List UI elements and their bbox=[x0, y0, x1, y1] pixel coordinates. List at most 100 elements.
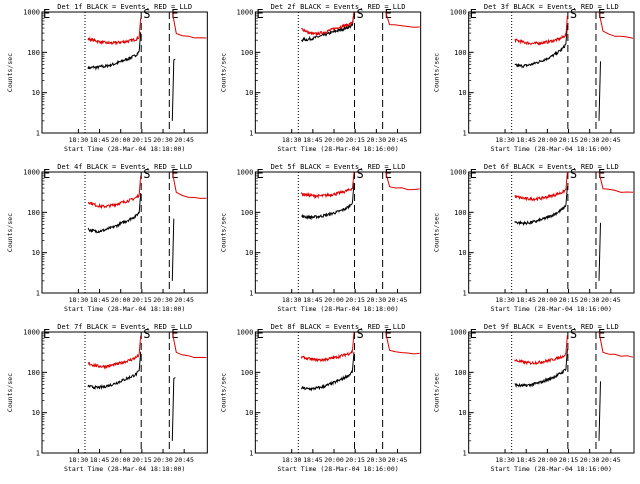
y-tick-label: 1 bbox=[249, 130, 253, 138]
marker-S-label: S bbox=[357, 327, 364, 341]
x-tick-label: 20:30 bbox=[153, 456, 173, 464]
lld-post-series-line bbox=[171, 11, 207, 39]
plot-frame bbox=[468, 11, 635, 134]
y-tick-label: 1 bbox=[249, 290, 253, 298]
det-panel-1: Det 1f BLACK = Events, RED = LLD 1 10 100 10… bbox=[6, 3, 208, 153]
y-tick-label: 10 bbox=[458, 409, 466, 417]
x-tick-label: 20:45 bbox=[601, 136, 621, 144]
marker-S-label: S bbox=[570, 167, 577, 181]
x-axis-label: Start Time (28-Mar-04 18:18:00) bbox=[64, 305, 185, 313]
plot-frame bbox=[254, 331, 422, 454]
x-axis-label: Start Time (28-Mar-04 18:18:00) bbox=[277, 305, 398, 313]
y-tick-label: 1000 bbox=[450, 329, 467, 337]
x-tick-label: 20:45 bbox=[174, 456, 194, 464]
marker-E-label: E bbox=[171, 7, 178, 21]
y-tick-label: 1000 bbox=[236, 329, 253, 337]
y-tick-label: 100 bbox=[454, 49, 467, 57]
x-tick-label: 18:45 bbox=[516, 136, 536, 144]
lld-post-series-line bbox=[171, 171, 207, 199]
lld-post-series-line bbox=[385, 331, 420, 355]
plot-title: Det 1f BLACK = Events, RED = LLD bbox=[57, 3, 192, 11]
x-tick-label: 20:15 bbox=[132, 136, 152, 144]
x-tick-label: 20:45 bbox=[601, 456, 621, 464]
lld-post-series-line bbox=[598, 171, 634, 193]
marker-E-label: E bbox=[598, 7, 605, 21]
x-axis-label: Start Time (28-Mar-04 18:16:00) bbox=[277, 465, 398, 473]
lld-series-line bbox=[514, 15, 568, 46]
y-tick-label: 1000 bbox=[450, 169, 467, 177]
y-axis-label: Counts/sec bbox=[433, 53, 441, 92]
y-tick-label: 1000 bbox=[236, 9, 253, 17]
y-tick-label: 1 bbox=[36, 130, 40, 138]
plot-frame bbox=[41, 171, 208, 294]
y-tick-label: 100 bbox=[27, 369, 40, 377]
lld-series-line bbox=[300, 332, 355, 363]
x-tick-label: 20:45 bbox=[388, 136, 408, 144]
plot-title: Det 8f BLACK = Events, RED = LLD bbox=[271, 323, 406, 331]
marker-E-label: E bbox=[598, 327, 605, 341]
y-tick-label: 100 bbox=[241, 209, 254, 217]
x-tick-label: 20:15 bbox=[132, 456, 152, 464]
y-tick-label: 10 bbox=[245, 409, 253, 417]
lld-series-line bbox=[87, 175, 142, 210]
det-panel-7: Det 7f BLACK = Events, RED = LLD 1 10 100 10… bbox=[6, 323, 208, 473]
x-tick-label: 18:45 bbox=[90, 296, 110, 304]
x-tick-label: 20:45 bbox=[388, 456, 408, 464]
y-tick-label: 1 bbox=[36, 450, 40, 458]
events-series-line bbox=[514, 349, 568, 389]
events-post-series-line bbox=[171, 218, 175, 281]
events-post-series-line bbox=[598, 381, 601, 441]
x-tick-label: 18:45 bbox=[303, 136, 323, 144]
y-axis-label: Counts/sec bbox=[6, 213, 14, 252]
lld-post-series-line bbox=[598, 331, 634, 358]
y-tick-label: 1000 bbox=[23, 9, 40, 17]
marker-E-label: E bbox=[385, 7, 392, 21]
y-tick-label: 10 bbox=[32, 89, 40, 97]
events-series-line bbox=[87, 351, 142, 390]
x-axis-label: Start Time (28-Mar-04 18:16:00) bbox=[491, 305, 612, 313]
x-tick-label: 20:30 bbox=[580, 136, 600, 144]
events-series-line bbox=[301, 11, 355, 43]
plot-frame bbox=[254, 171, 422, 294]
marker-E-left-label: E bbox=[43, 7, 50, 21]
marker-S-label: S bbox=[357, 167, 364, 181]
marker-E-left-label: E bbox=[470, 327, 477, 341]
y-tick-label: 10 bbox=[245, 249, 253, 257]
plot-title: Det 9f BLACK = Events, RED = LLD bbox=[484, 323, 619, 331]
y-tick-label: 100 bbox=[454, 209, 467, 217]
x-tick-label: 18:30 bbox=[69, 456, 89, 464]
y-tick-label: 10 bbox=[245, 89, 253, 97]
x-tick-label: 18:45 bbox=[303, 296, 323, 304]
x-tick-label: 18:30 bbox=[495, 296, 515, 304]
y-tick-label: 1 bbox=[462, 450, 466, 458]
x-tick-label: 18:45 bbox=[90, 136, 110, 144]
x-tick-label: 20:00 bbox=[111, 456, 131, 464]
marker-E-left-label: E bbox=[470, 7, 477, 21]
marker-E-left-label: E bbox=[256, 167, 263, 181]
x-axis-label: Start Time (28-Mar-04 18:16:00) bbox=[491, 145, 612, 153]
marker-E-label: E bbox=[598, 167, 605, 181]
x-tick-label: 20:15 bbox=[345, 136, 365, 144]
lld-series-line bbox=[87, 17, 142, 46]
plot-frame bbox=[41, 331, 208, 454]
det-panel-4: Det 4f BLACK = Events, RED = LLD 1 10 100 10… bbox=[6, 163, 208, 313]
x-tick-label: 20:15 bbox=[559, 456, 579, 464]
y-tick-label: 100 bbox=[454, 369, 467, 377]
x-tick-label: 18:30 bbox=[69, 136, 89, 144]
det-panel-2: Det 2f BLACK = Events, RED = LLD 1 10 100 10… bbox=[219, 3, 422, 153]
x-tick-label: 20:30 bbox=[580, 296, 600, 304]
y-axis-label: Counts/sec bbox=[433, 213, 441, 252]
x-tick-label: 20:15 bbox=[559, 136, 579, 144]
marker-E-label: E bbox=[171, 167, 178, 181]
x-tick-label: 20:30 bbox=[580, 456, 600, 464]
marker-E-left-label: E bbox=[43, 327, 50, 341]
plot-title: Det 2f BLACK = Events, RED = LLD bbox=[271, 3, 406, 11]
y-tick-label: 100 bbox=[241, 369, 254, 377]
y-tick-label: 100 bbox=[27, 49, 40, 57]
x-tick-label: 20:00 bbox=[324, 296, 344, 304]
y-tick-label: 1000 bbox=[236, 169, 253, 177]
lld-series-line bbox=[514, 335, 568, 366]
det-panel-3: Det 3f BLACK = Events, RED = LLD 1 10 100 10… bbox=[433, 3, 635, 153]
lld-post-series-line bbox=[598, 11, 634, 39]
events-post-series-line bbox=[598, 222, 601, 281]
